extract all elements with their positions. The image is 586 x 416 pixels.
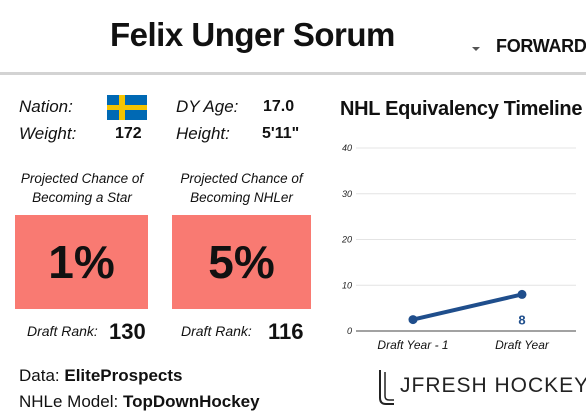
- hockey-stick-icon: [379, 370, 394, 405]
- model-source-label: NHLe Model:: [19, 392, 119, 411]
- y-tick-label: 20: [341, 235, 352, 245]
- flag-cross-horizontal: [107, 105, 147, 110]
- nhle-timeline-chart: 0 10 20 30 40 Draft Year - 1 Draft Year 8: [341, 143, 576, 352]
- nhler-draft-rank-label: Draft Rank:: [181, 323, 252, 339]
- series-line: [411, 292, 524, 322]
- dy-age-label: DY Age:: [176, 97, 239, 116]
- data-label: 8: [518, 312, 525, 327]
- star-chance-title: Projected Chance of Becoming a Star: [14, 169, 150, 207]
- data-source-value: EliteProspects: [64, 366, 183, 385]
- dy-age-value: 17.0: [263, 98, 295, 115]
- jfresh-hockey-logo: JFRESH HOCKEY: [372, 368, 586, 408]
- nhler-chance-title: Projected Chance of Becoming NHLer: [172, 169, 311, 207]
- y-tick-label: 40: [342, 143, 352, 153]
- height-value: 5'11": [262, 125, 300, 142]
- weight-label: Weight:: [19, 124, 77, 143]
- star-chance-title-line1: Projected Chance of: [20, 171, 144, 186]
- x-tick-label: Draft Year - 1: [377, 338, 448, 352]
- nhler-chance-value: 5%: [172, 215, 311, 309]
- y-tick-label: 10: [342, 280, 352, 290]
- weight-value: 172: [115, 125, 142, 142]
- data-source-label: Data:: [19, 366, 60, 385]
- nhler-chance-title-line2: Becoming NHLer: [190, 190, 293, 205]
- model-source-value: TopDownHockey: [122, 392, 260, 411]
- model-source-line: NHLe Model: TopDownHockey: [19, 392, 260, 412]
- player-name: Felix Unger Sorum: [110, 16, 395, 53]
- star-chance-title-line2: Becoming a Star: [32, 190, 132, 205]
- nation-label: Nation:: [19, 97, 73, 116]
- nhler-chance-title-line1: Projected Chance of: [180, 171, 303, 186]
- data-source-line: Data: EliteProspects: [19, 366, 182, 386]
- x-tick-label: Draft Year: [495, 338, 550, 352]
- y-tick-label: 30: [342, 189, 352, 199]
- sweden-flag-icon: [107, 95, 147, 120]
- star-draft-rank-value: 130: [109, 319, 146, 344]
- flag-cross-vertical: [119, 95, 125, 120]
- chevron-down-icon[interactable]: [472, 47, 480, 51]
- height-label: Height:: [176, 124, 230, 143]
- player-header: Felix Unger Sorum FORWARD: [0, 0, 586, 72]
- player-position: FORWARD: [496, 36, 586, 56]
- chart-title: NHL Equivalency Timeline: [340, 98, 583, 120]
- nhler-draft-rank-value: 116: [268, 319, 304, 344]
- y-tick-label: 0: [347, 326, 352, 336]
- data-point: [408, 315, 418, 325]
- header-divider: [0, 72, 586, 75]
- data-point: [517, 289, 527, 299]
- logo-text: JFRESH HOCKEY: [400, 374, 586, 397]
- star-draft-rank-label: Draft Rank:: [27, 323, 98, 339]
- star-chance-value: 1%: [15, 215, 148, 309]
